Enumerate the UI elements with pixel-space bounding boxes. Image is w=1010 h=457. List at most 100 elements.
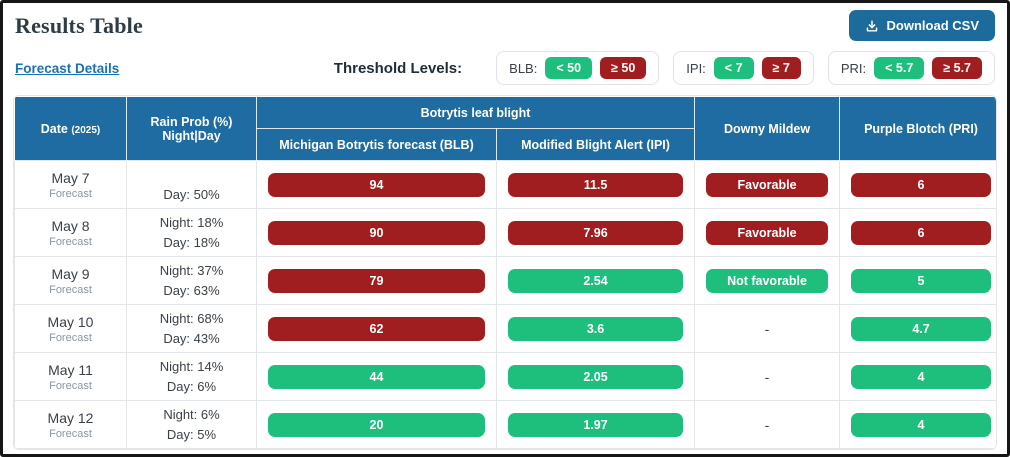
table-body: May 7 Forecast Day: 50% 94 11.5 Favorabl…: [14, 160, 996, 449]
pri-value-pill: 4.7: [851, 316, 992, 341]
blb-cell: 94: [256, 160, 497, 209]
threshold-group-pri: PRI: < 5.7 ≥ 5.7: [827, 51, 995, 85]
rain-prob-cell: Night: 18% Day: 18%: [126, 208, 257, 257]
table-row: May 11 Forecast Night: 14% Day: 6% 44 2.…: [14, 352, 996, 401]
blb-value-pill: 90: [268, 220, 485, 245]
threshold-low-badge-ipi: < 7: [713, 57, 754, 79]
downy-mildew-pill: -: [764, 368, 770, 385]
row-forecast-tag: Forecast: [49, 283, 92, 296]
header-rain-line1: Rain Prob (%): [150, 114, 233, 129]
row-forecast-tag: Forecast: [49, 235, 92, 248]
rain-day-value: Day: 43%: [163, 330, 220, 346]
date-cell: May 12 Forecast: [14, 400, 127, 449]
table-row: May 12 Forecast Night: 6% Day: 5% 20 1.9…: [14, 400, 996, 449]
download-csv-label: Download CSV: [886, 18, 979, 33]
table-row: May 10 Forecast Night: 68% Day: 43% 62 3…: [14, 304, 996, 353]
blb-value-pill: 44: [268, 364, 485, 389]
blb-cell: 44: [256, 352, 497, 401]
header-date-label: Date: [40, 121, 68, 136]
downy-mildew-pill: Not favorable: [706, 268, 829, 293]
header-blb: Michigan Botrytis forecast (BLB): [256, 128, 497, 161]
header-rain-prob: Rain Prob (%) Night|Day: [126, 96, 257, 161]
row-forecast-tag: Forecast: [49, 379, 92, 392]
blb-cell: 20: [256, 400, 497, 449]
header-botrytis-group: Botrytis leaf blight: [255, 96, 696, 129]
legend-bar: Forecast Details Threshold Levels: BLB: …: [3, 43, 1007, 95]
row-date: May 12: [47, 409, 94, 426]
row-forecast-tag: Forecast: [49, 187, 92, 200]
ipi-value-pill: 2.54: [508, 268, 684, 293]
header-ipi: Modified Blight Alert (IPI): [495, 128, 696, 161]
table-row: May 7 Forecast Day: 50% 94 11.5 Favorabl…: [14, 160, 996, 209]
ipi-cell: 11.5: [495, 160, 696, 209]
ipi-value-pill: 7.96: [508, 220, 684, 245]
rain-day-value: Day: 63%: [163, 282, 220, 298]
downy-mildew-pill: -: [764, 416, 770, 433]
rain-night-value: Night: 6%: [163, 406, 220, 422]
header-date-year: (2025): [71, 124, 101, 136]
row-forecast-tag: Forecast: [49, 427, 92, 440]
row-date: May 9: [51, 265, 90, 282]
rain-prob-cell: Night: 14% Day: 6%: [126, 352, 257, 401]
table-header: Date (2025) Rain Prob (%) Night|Day Botr…: [14, 96, 996, 161]
rain-day-value: Day: 6%: [166, 378, 217, 394]
download-csv-button[interactable]: Download CSV: [848, 10, 995, 41]
rain-day-value: Day: 50%: [163, 186, 220, 202]
downy-mildew-pill: -: [764, 320, 770, 337]
threshold-high-badge-blb: ≥ 50: [600, 57, 647, 79]
ipi-value-pill: 1.97: [508, 412, 684, 437]
threshold-name-blb: BLB:: [509, 60, 538, 76]
date-cell: May 10 Forecast: [14, 304, 127, 353]
ipi-cell: 3.6: [495, 304, 696, 353]
downy-mildew-pill: Favorable: [706, 220, 829, 245]
pri-value-pill: 5: [851, 268, 992, 293]
ipi-cell: 2.05: [495, 352, 696, 401]
date-cell: May 11 Forecast: [14, 352, 127, 401]
rain-night-value: Night: 37%: [159, 262, 224, 278]
rain-prob-cell: Night: 6% Day: 5%: [126, 400, 257, 449]
table-row: May 8 Forecast Night: 18% Day: 18% 90 7.…: [14, 208, 996, 257]
threshold-group-blb: BLB: < 50 ≥ 50: [496, 51, 660, 85]
pri-value-pill: 4: [851, 364, 992, 389]
rain-prob-cell: Night: 37% Day: 63%: [126, 256, 257, 305]
threshold-name-ipi: IPI:: [686, 60, 706, 76]
table-row: May 9 Forecast Night: 37% Day: 63% 79 2.…: [14, 256, 996, 305]
blb-cell: 79: [256, 256, 497, 305]
rain-night-value: Night: 68%: [159, 310, 224, 326]
row-date: May 10: [47, 313, 94, 330]
threshold-levels-label: Threshold Levels:: [333, 59, 463, 77]
pri-value-pill: 6: [851, 220, 992, 245]
page-title: Results Table: [15, 12, 143, 38]
blb-value-pill: 94: [268, 172, 485, 197]
rain-prob-cell: Day: 50%: [126, 160, 257, 209]
date-cell: May 9 Forecast: [14, 256, 127, 305]
pri-cell: 6: [839, 160, 996, 209]
download-icon: [865, 19, 879, 33]
downy-mildew-cell: Favorable: [694, 208, 841, 257]
rain-night-value: Night: 14%: [159, 358, 224, 374]
threshold-low-badge-blb: < 50: [545, 57, 593, 79]
threshold-low-badge-pri: < 5.7: [874, 57, 925, 79]
ipi-value-pill: 3.6: [508, 316, 684, 341]
downy-mildew-cell: -: [694, 352, 841, 401]
pri-cell: 4.7: [839, 304, 996, 353]
top-bar: Results Table Download CSV: [3, 3, 1007, 43]
blb-value-pill: 62: [268, 316, 485, 341]
rain-night-value: Night: 18%: [159, 214, 224, 230]
pri-value-pill: 4: [851, 412, 992, 437]
header-rain-line2: Night|Day: [162, 128, 221, 143]
row-date: May 11: [48, 361, 93, 378]
rain-day-value: Day: 5%: [166, 426, 217, 442]
threshold-high-badge-pri: ≥ 5.7: [932, 57, 982, 79]
results-table: Date (2025) Rain Prob (%) Night|Day Botr…: [13, 95, 997, 450]
row-date: May 7: [51, 169, 90, 186]
forecast-details-link[interactable]: Forecast Details: [15, 60, 120, 76]
downy-mildew-cell: -: [694, 304, 841, 353]
downy-mildew-pill: Favorable: [706, 172, 829, 197]
threshold-group-ipi: IPI: < 7 ≥ 7: [673, 51, 814, 85]
ipi-cell: 7.96: [495, 208, 696, 257]
rain-night-value: [127, 165, 256, 185]
date-cell: May 8 Forecast: [14, 208, 127, 257]
header-purple-blotch: Purple Blotch (PRI): [839, 96, 996, 161]
ipi-value-pill: 11.5: [508, 172, 684, 197]
